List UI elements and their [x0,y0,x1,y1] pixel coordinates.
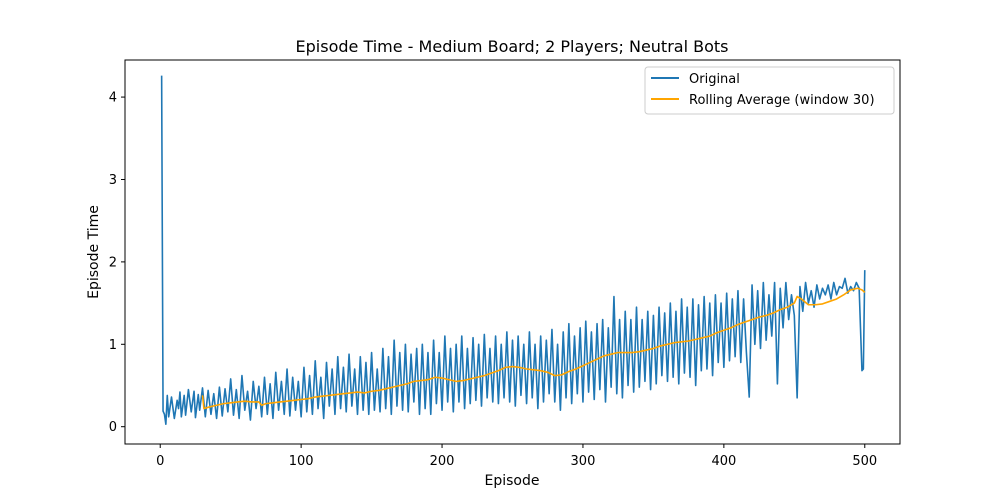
x-tick-label: 200 [430,454,455,469]
y-tick-label: 0 [109,420,117,435]
x-tick-label: 400 [711,454,736,469]
y-tick-label: 4 [109,91,117,106]
legend-label-original: Original [689,72,740,87]
ticks-layer: 0 100 200 300 400 500 0 1 2 3 4 [109,91,877,469]
legend: Original Rolling Average (window 30) [644,66,895,115]
y-axis-label: Episode Time [86,205,102,299]
x-tick-label: 100 [289,454,314,469]
plot-area: 0 100 200 300 400 500 0 1 2 3 4 [109,59,901,469]
x-axis-label: Episode [485,473,540,489]
plot-frame [124,59,901,445]
y-tick-label: 3 [109,173,117,188]
series-line-rolling-average [201,287,866,410]
y-tick-label: 2 [109,255,117,270]
x-tick-label: 0 [156,454,164,469]
legend-label-rolling-average: Rolling Average (window 30) [689,93,875,108]
y-tick-label: 1 [109,338,117,353]
legend-box [644,66,895,115]
series-layer [160,75,866,426]
x-tick-label: 500 [852,454,877,469]
x-tick-label: 300 [571,454,596,469]
series-line-original [160,75,866,426]
chart-title: Episode Time - Medium Board; 2 Players; … [296,37,729,56]
